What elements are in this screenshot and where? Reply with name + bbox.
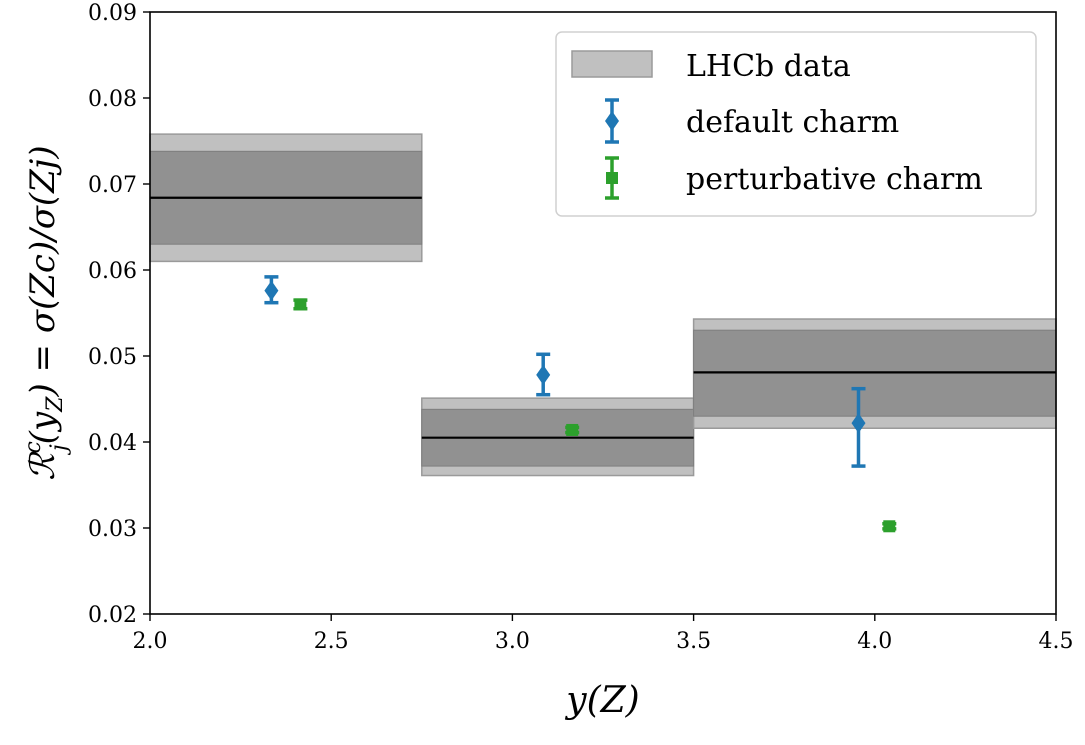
y-tick-label: 0.02 [88, 603, 137, 628]
legend-label-default: default charm [686, 105, 899, 140]
y-label-arg: (y [23, 411, 63, 444]
x-tick-label: 2.5 [314, 629, 349, 654]
diamond-marker [536, 364, 551, 385]
y-tick-label: 0.03 [88, 517, 137, 542]
diamond-point-0 [264, 275, 279, 305]
plot-frame [149, 11, 1057, 615]
square-point-0 [293, 298, 308, 311]
data-points [264, 275, 897, 533]
x-tick-label: 2.0 [133, 629, 168, 654]
y-tick-label: 0.04 [88, 431, 137, 456]
y-label-sup: c [21, 441, 46, 453]
y-tick-label: 0.07 [88, 173, 137, 198]
legend-box [555, 31, 1037, 217]
x-tick-label: 4.5 [1039, 629, 1074, 654]
y-axis-label: ℛcj(yZ) = σ(Zc)/σ(Zj) [21, 145, 72, 480]
y-tick-label: 0.09 [88, 1, 137, 26]
diamond-point-2 [851, 386, 866, 468]
diamond-marker [264, 280, 279, 301]
square-marker [294, 298, 307, 311]
square-point-2 [882, 520, 897, 533]
diamond-marker [851, 413, 866, 434]
y-label-rhs: ) = σ(Zc)/σ(Zj) [23, 145, 63, 397]
y-tick-label: 0.08 [88, 87, 137, 112]
legend-label-lhcb: LHCb data [686, 49, 851, 84]
legend-band-swatch [571, 50, 653, 78]
x-axis-label: y(Z) [564, 680, 639, 721]
legend-label-perturbative: perturbative charm [686, 162, 983, 197]
diamond-point-1 [536, 352, 551, 397]
x-tick-label: 4.0 [857, 629, 892, 654]
y-tick-label: 0.06 [88, 259, 137, 284]
legend-diamond-swatch [605, 98, 619, 144]
y-label-main: ℛ [23, 451, 63, 481]
x-tick-label: 3.0 [495, 629, 530, 654]
legend-square-swatch [605, 156, 619, 200]
square-marker [566, 423, 579, 436]
y-tick-label: 0.05 [88, 345, 137, 370]
x-tick-label: 3.5 [676, 629, 711, 654]
axis-ticks: 2.0 2.5 3.0 3.5 4.0 4.5 0.02 0.03 0.04 0.05 0.06 0.… [88, 1, 1073, 654]
legend: LHCb data default charm perturbative cha… [555, 31, 1037, 217]
y-label-arg-sub: Z [43, 396, 68, 413]
square-point-1 [565, 423, 580, 436]
square-marker [883, 520, 896, 533]
